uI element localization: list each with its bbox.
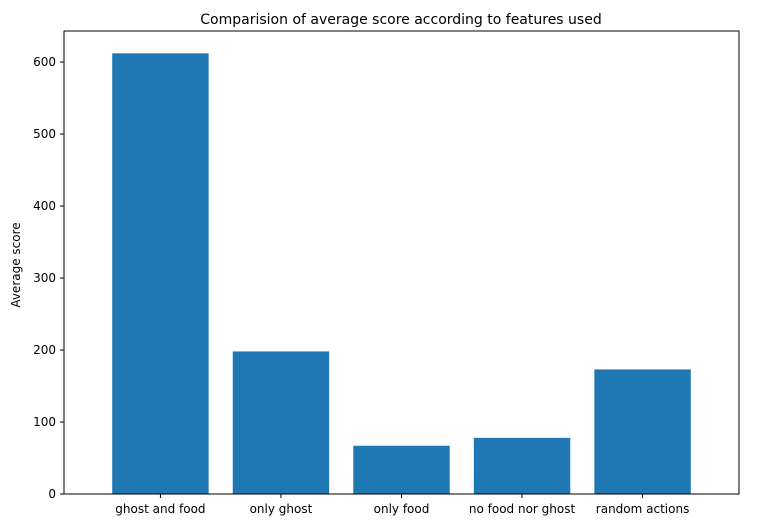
x-tick-label: only food (374, 502, 430, 516)
plot-frame (63, 30, 740, 495)
y-axis-ticks: 0 100 200 300 400 500 600 (33, 55, 64, 501)
y-tick-label: 200 (33, 343, 56, 357)
chart-title: Comparision of average score according t… (200, 12, 601, 28)
y-tick-label: 400 (33, 199, 56, 213)
y-tick-label: 600 (33, 55, 56, 69)
bar-3 (473, 437, 571, 494)
x-tick-label: no food nor ghost (469, 502, 576, 516)
y-tick-label: 300 (33, 271, 56, 285)
x-tick-label: random actions (596, 502, 690, 516)
bars-group (112, 53, 691, 494)
bar-1 (232, 351, 330, 494)
y-tick-label: 500 (33, 127, 56, 141)
x-tick-label: ghost and food (115, 502, 205, 516)
bar-4 (594, 369, 691, 494)
y-tick-label: 0 (48, 487, 56, 501)
x-axis-ticks: ghost and food only ghost only food no food… (115, 494, 689, 516)
y-tick-label: 100 (33, 415, 56, 429)
y-axis-label: Average score (9, 222, 23, 307)
bar-0 (112, 53, 209, 494)
x-tick-label: only ghost (250, 502, 313, 516)
bar-2 (353, 445, 450, 494)
